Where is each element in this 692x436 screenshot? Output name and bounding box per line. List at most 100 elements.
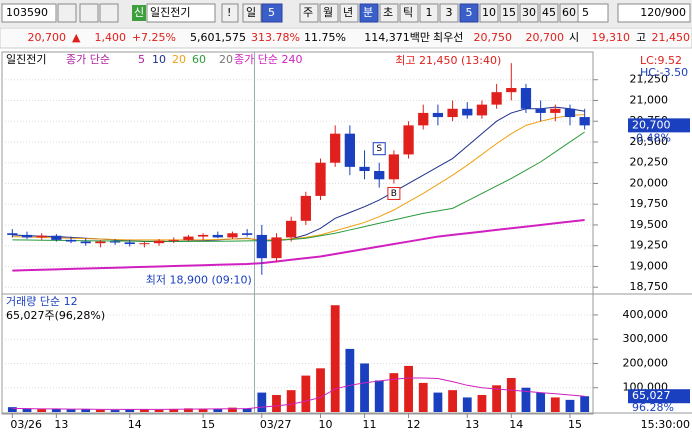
tick: 틱: [403, 6, 413, 19]
last-pct: -0.48%: [632, 131, 671, 144]
volume-bar: [110, 410, 120, 412]
high: 21,450: [652, 31, 691, 44]
ma-line: [12, 131, 585, 242]
count-box[interactable]: [577, 3, 609, 23]
icon-btn[interactable]: [79, 3, 99, 23]
candle-body: [315, 162, 326, 196]
change: 1,400: [95, 31, 127, 44]
candle-body: [418, 112, 429, 126]
candle-body: [506, 88, 517, 93]
signal-box: [372, 142, 386, 156]
volume-bar: [272, 395, 281, 412]
x-tick-label: 15: [568, 418, 582, 431]
volume-bar: [521, 387, 531, 412]
candle-body: [21, 234, 33, 238]
step-btn[interactable]: [419, 3, 439, 23]
candle-body: [550, 108, 561, 113]
step-label: 3: [446, 6, 453, 19]
week: 주: [303, 6, 313, 19]
high-annotation: 최고 21,450 (13:40): [395, 54, 501, 67]
volume-bar: [580, 396, 590, 412]
volume-bar: [66, 409, 76, 412]
y-tick-label: 400,000: [623, 308, 669, 321]
candle-body: [359, 166, 370, 172]
range-box[interactable]: [617, 3, 691, 23]
step-btn[interactable]: [499, 3, 519, 23]
y-tick-label: 19,500: [630, 218, 669, 231]
year-btn[interactable]: [339, 3, 359, 23]
candle-body: [535, 108, 546, 113]
signal-label: B: [391, 189, 397, 199]
turnover: 11.75%: [304, 31, 346, 44]
volume-bar: [389, 373, 399, 412]
icon-btn[interactable]: [99, 3, 119, 23]
minute-btn[interactable]: [359, 3, 379, 23]
second-btn[interactable]: [379, 3, 399, 23]
step-label: 5: [466, 6, 473, 19]
candle-body: [462, 108, 473, 116]
x-tick-label: 10: [319, 418, 333, 431]
stock-name: 일진전기: [150, 5, 190, 19]
step-btn[interactable]: [459, 3, 479, 23]
candle-body: [109, 241, 121, 243]
y-tick-label: 300,000: [623, 332, 669, 345]
bid: 20,700: [526, 31, 565, 44]
volume-bar: [330, 305, 340, 412]
high-label: 고: [636, 31, 646, 44]
y-tick-label: 18,750: [630, 280, 669, 293]
candle-body: [520, 88, 532, 109]
step-label: 1: [426, 6, 433, 19]
code-box[interactable]: [1, 3, 57, 23]
x-tick-label: 11: [363, 418, 377, 431]
alert: !: [227, 6, 231, 19]
volume-ma: [12, 377, 585, 410]
period-n-btn[interactable]: [261, 3, 283, 23]
candle-body: [36, 235, 47, 238]
last-volume-box: [628, 389, 690, 404]
name-box[interactable]: [146, 3, 216, 23]
x-tick-label: 03/26: [10, 418, 42, 431]
legend-60: 60: [192, 53, 206, 66]
badge: 신: [134, 6, 144, 19]
candle-body: [256, 234, 267, 259]
volume-bar: [140, 409, 149, 412]
minute: 분: [363, 6, 373, 19]
signal-label: S: [376, 144, 382, 154]
step-label: 30: [522, 6, 536, 19]
step-btn[interactable]: [519, 3, 539, 23]
end-time: 15:30:00: [641, 418, 690, 431]
step-label: 60: [562, 6, 576, 19]
step-btn[interactable]: [539, 3, 559, 23]
y-tick-label: 21,250: [630, 73, 669, 86]
volume-bar: [81, 409, 91, 412]
candle-body: [95, 241, 106, 244]
week-btn[interactable]: [299, 3, 319, 23]
last-volume: 65,027: [632, 389, 671, 402]
candle-body: [197, 234, 209, 237]
volume-bar: [37, 409, 47, 412]
period: 일: [246, 5, 256, 19]
y-tick-label: 200,000: [623, 356, 669, 369]
search-btn[interactable]: [57, 3, 77, 23]
month: 월: [323, 6, 333, 19]
tick-btn[interactable]: [399, 3, 419, 23]
volume-bar: [228, 407, 237, 412]
volume-bar: [22, 408, 32, 412]
month-btn[interactable]: [319, 3, 339, 23]
y-tick-label: 20,250: [630, 156, 669, 169]
volume-bar: [316, 368, 325, 412]
step-btn[interactable]: [439, 3, 459, 23]
count: 5: [582, 6, 589, 19]
volume-bar: [477, 395, 487, 412]
plot-frame: [1, 51, 594, 415]
volume-bar: [448, 390, 457, 412]
alert-btn[interactable]: [221, 3, 239, 23]
volume-bar: [286, 390, 296, 412]
step-btn[interactable]: [479, 3, 499, 23]
period-btn[interactable]: [242, 3, 262, 23]
legend-240: 종가 단순 240: [234, 53, 302, 66]
volume-bar: [536, 392, 546, 412]
candle-body: [447, 108, 458, 118]
volume-bar: [433, 392, 443, 412]
candle-body: [344, 133, 355, 167]
